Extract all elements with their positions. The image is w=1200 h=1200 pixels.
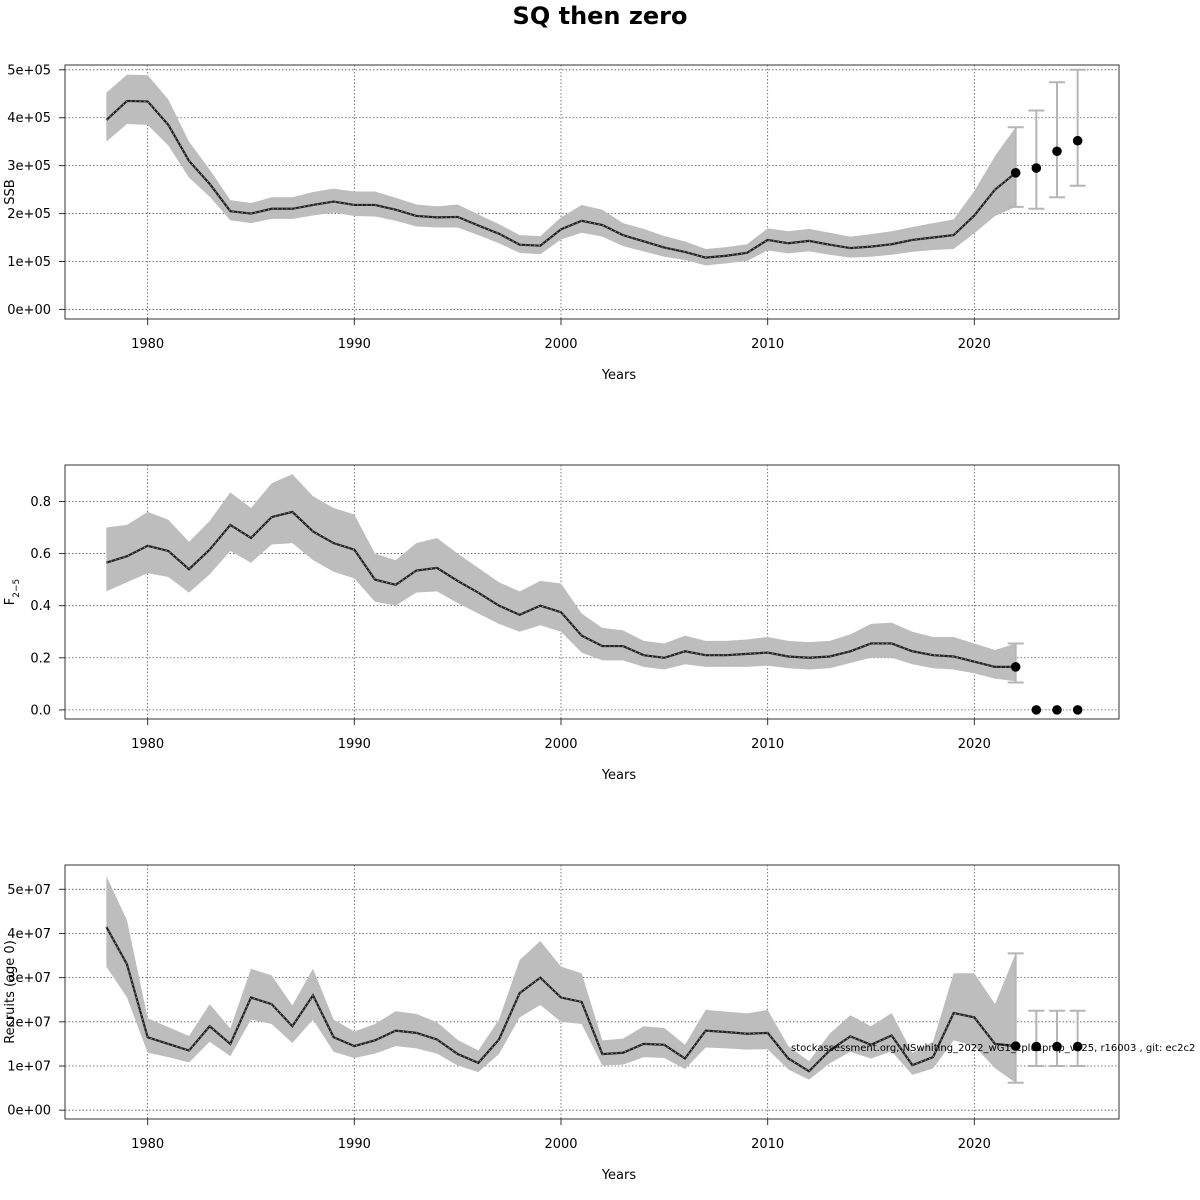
projection-point bbox=[1010, 1041, 1021, 1051]
x-axis-title: Years bbox=[601, 368, 637, 383]
x-tick-label: 1990 bbox=[338, 737, 371, 752]
footnote: stockassessment.org, NSwhiting_2022_wG1_… bbox=[791, 1043, 1195, 1054]
projection-point bbox=[1072, 135, 1083, 146]
projection-point bbox=[1031, 163, 1042, 173]
y-tick-label: 0.8 bbox=[30, 495, 51, 510]
projection-point bbox=[1031, 705, 1042, 715]
x-axis-title: Years bbox=[601, 1168, 637, 1183]
y-tick-label: 4e+05 bbox=[7, 111, 51, 126]
projection-point bbox=[1052, 146, 1062, 157]
projection-point bbox=[1031, 1041, 1042, 1052]
x-tick-label: 2010 bbox=[751, 1137, 784, 1152]
x-tick-label: 1980 bbox=[131, 737, 164, 752]
x-tick-label: 1980 bbox=[131, 337, 164, 352]
x-axis-title: Years bbox=[601, 768, 637, 783]
y-axis-title: F2−5 bbox=[3, 579, 22, 605]
estimate-line-dots bbox=[105, 926, 1016, 1072]
y-tick-label: 0.6 bbox=[30, 547, 51, 562]
projection-point bbox=[1010, 168, 1021, 178]
y-tick-label: 0.4 bbox=[30, 599, 51, 614]
projection-point bbox=[1072, 1041, 1083, 1052]
panel-fbar: 1980 1990 2000 2010 2020 0.0 0.2 0.4 0.6 0.8 Years… bbox=[3, 464, 1120, 783]
y-tick-label: 4e+07 bbox=[7, 927, 51, 942]
x-tick-label: 1990 bbox=[338, 1137, 371, 1152]
x-tick-label: 2010 bbox=[751, 337, 784, 352]
plot-frame bbox=[64, 864, 1120, 1120]
plot-frame bbox=[64, 464, 1120, 720]
y-axis-title-subscript: 2−5 bbox=[12, 579, 22, 598]
panel-recruits: 1980 1990 2000 2010 2020 0e+00 1e+07 2e+07 3e+07… bbox=[3, 864, 1120, 1183]
y-tick-label: 0.2 bbox=[30, 651, 51, 666]
projection-point bbox=[1010, 662, 1021, 672]
x-tick-label: 2020 bbox=[958, 737, 991, 752]
x-tick-label: 2000 bbox=[544, 337, 577, 352]
x-tick-label: 2010 bbox=[751, 737, 784, 752]
x-tick-label: 1990 bbox=[338, 337, 371, 352]
y-tick-label: 1e+07 bbox=[7, 1059, 51, 1074]
x-tick-label: 2020 bbox=[958, 1137, 991, 1152]
confidence-band bbox=[106, 876, 1016, 1083]
estimate-line bbox=[106, 510, 1016, 668]
plot-frame bbox=[64, 64, 1120, 320]
y-tick-label: 0e+00 bbox=[7, 303, 51, 318]
x-tick-label: 1980 bbox=[131, 1137, 164, 1152]
chart-title: SQ then zero bbox=[513, 2, 688, 30]
x-tick-label: 2000 bbox=[544, 737, 577, 752]
x-tick-label: 2000 bbox=[544, 1137, 577, 1152]
y-tick-label: 2e+07 bbox=[7, 1015, 51, 1030]
y-tick-label: 3e+05 bbox=[7, 159, 51, 174]
estimate-line-dots bbox=[106, 100, 1016, 259]
panel-ssb: 1980 1990 2000 2010 2020 0e+00 1e+05 2e+05 3e+05… bbox=[3, 63, 1120, 383]
y-tick-label: 5e+07 bbox=[7, 883, 51, 898]
confidence-band bbox=[106, 74, 1016, 266]
x-tick-label: 2020 bbox=[958, 337, 991, 352]
y-tick-label: 5e+05 bbox=[7, 63, 51, 78]
y-tick-label: 2e+05 bbox=[7, 207, 51, 222]
y-tick-label: 0.0 bbox=[30, 703, 51, 718]
y-tick-label: 0e+00 bbox=[7, 1104, 51, 1119]
y-tick-label: 3e+07 bbox=[7, 971, 51, 986]
projection-point bbox=[1052, 1041, 1062, 1052]
y-axis-title: Recruits (age 0) bbox=[3, 940, 18, 1044]
y-tick-label: 1e+05 bbox=[7, 255, 51, 270]
projection-point bbox=[1052, 705, 1062, 715]
projection-point bbox=[1072, 705, 1083, 715]
y-axis-title: SSB bbox=[3, 179, 18, 204]
confidence-band bbox=[106, 474, 1016, 682]
